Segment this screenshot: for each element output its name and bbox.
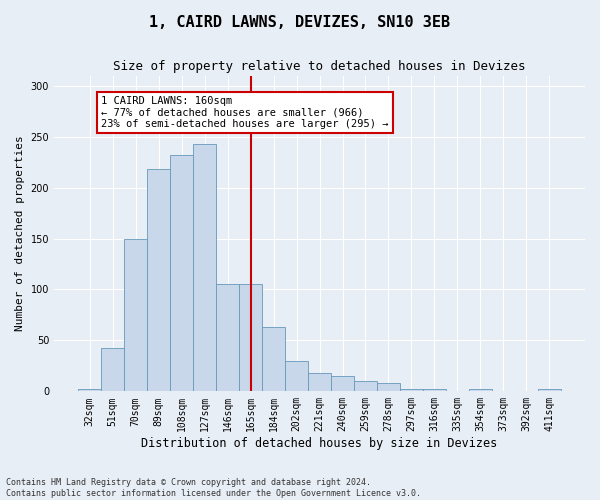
Bar [354, 381, 377, 392]
Bar [193, 144, 216, 392]
Text: 1, CAIRD LAWNS, DEVIZES, SN10 3EB: 1, CAIRD LAWNS, DEVIZES, SN10 3EB [149, 15, 451, 30]
Bar [331, 376, 354, 392]
Bar [308, 373, 331, 392]
Y-axis label: Number of detached properties: Number of detached properties [15, 136, 25, 332]
Text: Contains HM Land Registry data © Crown copyright and database right 2024.
Contai: Contains HM Land Registry data © Crown c… [6, 478, 421, 498]
Bar [78, 390, 101, 392]
Bar [216, 284, 239, 392]
X-axis label: Distribution of detached houses by size in Devizes: Distribution of detached houses by size … [142, 437, 497, 450]
Bar [262, 327, 285, 392]
Bar [147, 170, 170, 392]
Bar [124, 238, 147, 392]
Title: Size of property relative to detached houses in Devizes: Size of property relative to detached ho… [113, 60, 526, 73]
Bar [285, 361, 308, 392]
Bar [377, 383, 400, 392]
Bar [538, 390, 561, 392]
Text: 1 CAIRD LAWNS: 160sqm
← 77% of detached houses are smaller (966)
23% of semi-det: 1 CAIRD LAWNS: 160sqm ← 77% of detached … [101, 96, 389, 129]
Bar [239, 284, 262, 392]
Bar [170, 155, 193, 392]
Bar [101, 348, 124, 392]
Bar [423, 390, 446, 392]
Bar [469, 390, 492, 392]
Bar [400, 390, 423, 392]
